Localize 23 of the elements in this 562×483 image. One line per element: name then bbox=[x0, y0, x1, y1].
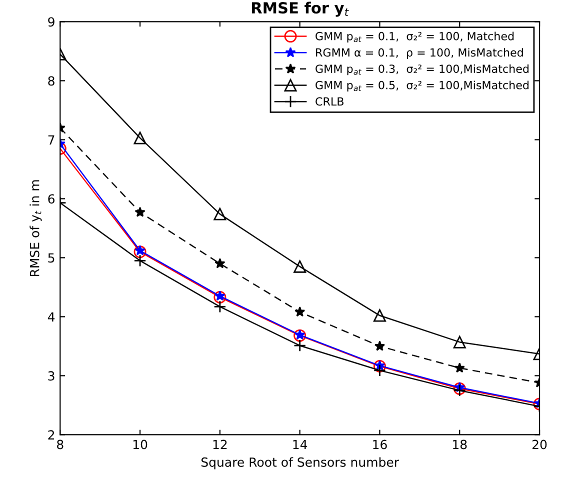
legend-label: GMM p$_{at}$ = 0.3, σ₂² = 100,MisMatched bbox=[316, 64, 529, 76]
x-axis-title: Square Root of Sensors number bbox=[201, 457, 400, 470]
legend-label: RGMM α = 0.1, ρ = 100, MisMatched bbox=[316, 48, 523, 59]
x-tick-label: 18 bbox=[453, 440, 467, 450]
x-tick-label: 16 bbox=[373, 440, 387, 450]
y-tick-label: 8 bbox=[48, 76, 54, 86]
legend-label: CRLB bbox=[316, 97, 344, 106]
y-tick-label: 7 bbox=[48, 135, 54, 144]
y-tick-label: 3 bbox=[48, 371, 54, 381]
x-tick-label: 14 bbox=[293, 440, 308, 450]
y-tick-label: 5 bbox=[48, 253, 54, 263]
x-tick-label: 8 bbox=[57, 440, 64, 450]
y-tick-label: 2 bbox=[48, 430, 54, 440]
y-axis-title: RMSE of y$_{t}$ in m bbox=[30, 180, 42, 276]
y-tick-label: 6 bbox=[48, 194, 54, 204]
x-tick-label: 12 bbox=[213, 440, 227, 450]
y-tick-label: 4 bbox=[48, 312, 55, 322]
y-tick-label: 9 bbox=[48, 17, 54, 27]
legend-label: GMM p$_{at}$ = 0.1, σ₂² = 100, Matched bbox=[316, 32, 514, 42]
x-tick-label: 10 bbox=[133, 440, 148, 450]
x-tick-label: 20 bbox=[532, 440, 547, 450]
chart-title: RMSE for y$_{t}$ bbox=[252, 2, 349, 17]
legend-label: GMM p$_{at}$ = 0.5, σ₂² = 100,MisMatched bbox=[316, 80, 529, 92]
